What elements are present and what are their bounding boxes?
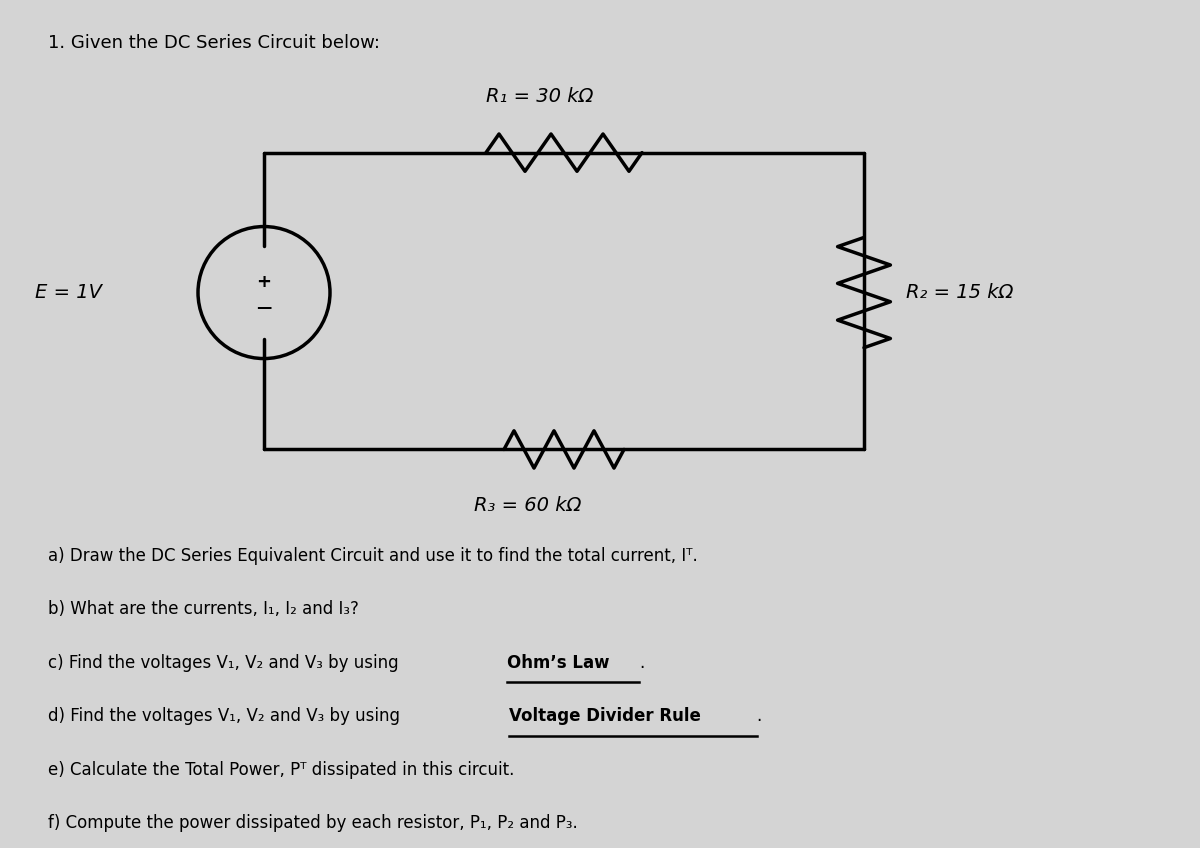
Text: +: + [257,273,271,292]
Text: Ohm’s Law: Ohm’s Law [508,654,610,672]
Text: .: . [756,707,762,725]
Text: E = 1V: E = 1V [35,283,102,302]
Text: R₃ = 60 kΩ: R₃ = 60 kΩ [474,496,582,515]
Text: .: . [640,654,644,672]
Text: a) Draw the DC Series Equivalent Circuit and use it to find the total current, I: a) Draw the DC Series Equivalent Circuit… [48,547,697,565]
Text: R₁ = 30 kΩ: R₁ = 30 kΩ [486,87,594,106]
Text: e) Calculate the Total Power, Pᵀ dissipated in this circuit.: e) Calculate the Total Power, Pᵀ dissipa… [48,761,515,778]
Text: c) Find the voltages V₁, V₂ and V₃ by using: c) Find the voltages V₁, V₂ and V₃ by us… [48,654,404,672]
Text: Voltage Divider Rule: Voltage Divider Rule [509,707,701,725]
Text: —: — [257,300,271,315]
Text: b) What are the currents, I₁, I₂ and I₃?: b) What are the currents, I₁, I₂ and I₃? [48,600,359,618]
Text: f) Compute the power dissipated by each resistor, P₁, P₂ and P₃.: f) Compute the power dissipated by each … [48,814,577,832]
Text: 1. Given the DC Series Circuit below:: 1. Given the DC Series Circuit below: [48,34,380,52]
Text: d) Find the voltages V₁, V₂ and V₃ by using: d) Find the voltages V₁, V₂ and V₃ by us… [48,707,406,725]
Text: R₂ = 15 kΩ: R₂ = 15 kΩ [906,283,1013,302]
